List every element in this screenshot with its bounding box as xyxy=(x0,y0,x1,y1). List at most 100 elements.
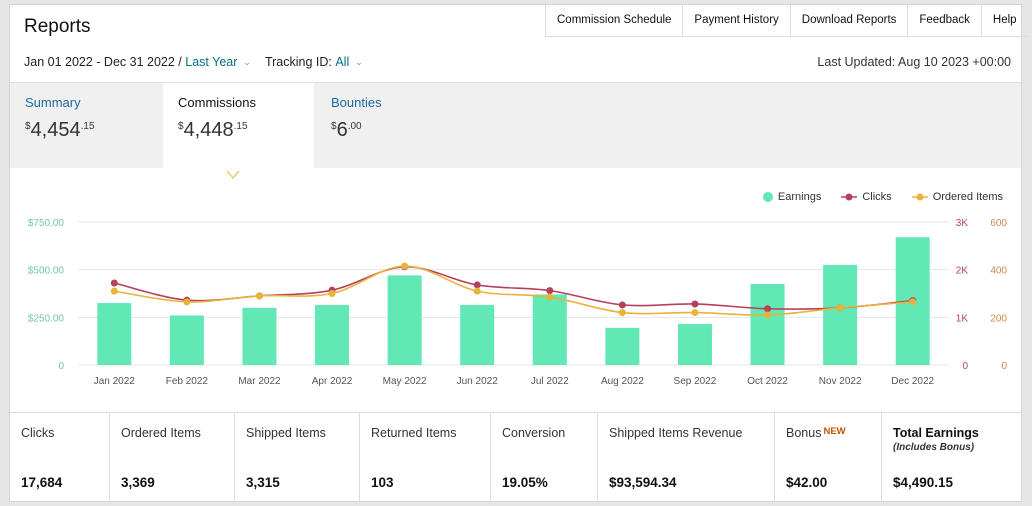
ordered-items-point xyxy=(546,293,554,301)
clicks-point xyxy=(546,287,554,295)
top-nav: Commission Schedule Payment History Down… xyxy=(545,5,1028,37)
clicks-point xyxy=(110,279,118,287)
x-tick-label: Mar 2022 xyxy=(238,376,281,387)
nav-help[interactable]: Help xyxy=(992,14,1017,26)
earnings-bar xyxy=(750,283,785,365)
tab-label: Commissions xyxy=(178,95,257,110)
nav-payment-history[interactable]: Payment History xyxy=(683,5,791,36)
earnings-bar xyxy=(532,294,567,365)
clicks-line xyxy=(114,266,913,310)
left-tick-label: $250.00 xyxy=(28,313,65,324)
earnings-bar xyxy=(242,307,277,365)
earnings-swatch-icon xyxy=(762,192,773,202)
ordered-items-line xyxy=(114,265,913,316)
tab-bounties[interactable]: Bounties $6.00 xyxy=(316,83,468,169)
ordered-items-point xyxy=(836,304,844,312)
clicks-point xyxy=(473,281,481,289)
tab-summary[interactable]: Summary $4,454.15 xyxy=(10,83,162,169)
ordered-items-point xyxy=(110,287,118,295)
filter-bar: Jan 01 2022 - Dec 31 2022 / Last Year ⌄ … xyxy=(24,55,363,69)
nav-commission-schedule[interactable]: Commission Schedule xyxy=(546,5,684,36)
stat-total-earnings: Total Earnings (Includes Bonus) $4,490.15 xyxy=(893,426,979,490)
stat-shipped-revenue: Shipped Items Revenue $93,594.34 xyxy=(598,413,775,502)
ordered-items-point xyxy=(764,311,772,319)
x-tick-label: Apr 2022 xyxy=(312,376,353,387)
stat-bonus: Bonus NEW $42.00 xyxy=(775,413,882,502)
stat-ordered-items: Ordered Items 3,369 xyxy=(110,413,235,502)
ordered-items-point xyxy=(183,298,191,306)
stat-clicks: Clicks 17,684 xyxy=(10,413,110,502)
chevron-down-icon[interactable]: ⌄ xyxy=(243,56,251,67)
earnings-bar xyxy=(677,324,712,365)
tab-amount: $4,448.15 xyxy=(178,119,248,141)
legend-clicks[interactable]: Clicks xyxy=(841,191,892,203)
stat-conversion: Conversion 19.05% xyxy=(491,413,598,502)
x-tick-label: May 2022 xyxy=(383,376,427,387)
right-tick-label-clicks: 0 xyxy=(962,361,968,372)
stats-row: Clicks 17,684 Ordered Items 3,369 Shipped … xyxy=(10,412,1021,502)
clicks-point xyxy=(691,300,699,308)
right-tick-label-orders: 400 xyxy=(990,266,1007,277)
period-dropdown[interactable]: Last Year xyxy=(185,55,238,69)
active-tab-pointer xyxy=(227,171,239,179)
clicks-point xyxy=(764,305,772,313)
clicks-swatch-icon xyxy=(841,193,858,201)
right-tick-label-clicks: 2K xyxy=(956,266,969,277)
right-tick-label-clicks: 1K xyxy=(956,313,969,324)
earnings-chart: $750.00 $500.00 $250.00 0 3K 2K 1K 0 600 400 200 0 J… xyxy=(28,218,1008,387)
reports-page: Reports Commission Schedule Payment Hist… xyxy=(9,4,1028,502)
tab-label: Bounties xyxy=(331,95,382,110)
page-title: Reports xyxy=(24,16,91,37)
ordered-items-point xyxy=(401,262,409,270)
tab-commissions[interactable]: Commissions $4,448.15 xyxy=(163,83,314,179)
last-updated: Last Updated: Aug 10 2023 +00:00 xyxy=(817,55,1011,69)
ordered-items-point xyxy=(473,287,481,295)
earnings-bar xyxy=(97,303,132,365)
left-tick-label: $500.00 xyxy=(28,266,65,277)
ordered-swatch-icon xyxy=(911,193,928,201)
earnings-bar xyxy=(460,304,495,365)
x-tick-label: Jan 2022 xyxy=(94,376,136,387)
x-tick-label: Feb 2022 xyxy=(166,376,209,387)
earnings-bar xyxy=(315,304,350,365)
legend-earnings[interactable]: Earnings xyxy=(762,191,821,203)
left-tick-label: 0 xyxy=(58,361,64,372)
ordered-items-point xyxy=(909,298,917,306)
earnings-bar xyxy=(169,315,204,365)
earnings-bar xyxy=(605,327,640,365)
legend-ordered-items[interactable]: Ordered Items xyxy=(911,191,1003,203)
x-tick-label: Aug 2022 xyxy=(601,376,644,387)
right-tick-label-orders: 600 xyxy=(990,218,1007,229)
tab-amount: $6.00 xyxy=(331,119,362,141)
tab-label: Summary xyxy=(25,95,81,110)
ordered-items-point xyxy=(691,309,699,317)
new-badge: NEW xyxy=(823,426,846,437)
summary-tabs: Summary $4,454.15 Commissions $4,448.15 … xyxy=(10,82,1021,179)
x-tick-label: Oct 2022 xyxy=(747,376,788,387)
stat-returned-items: Returned Items 103 xyxy=(360,413,491,502)
tab-amount: $4,454.15 xyxy=(25,119,95,141)
left-tick-label: $750.00 xyxy=(28,218,65,229)
right-tick-label-clicks: 3K xyxy=(956,218,969,229)
x-tick-label: Sep 2022 xyxy=(674,376,717,387)
earnings-bar xyxy=(387,275,422,365)
chevron-down-icon[interactable]: ⌄ xyxy=(355,56,363,67)
ordered-items-point xyxy=(618,309,626,317)
nav-download-reports[interactable]: Download Reports xyxy=(791,5,909,36)
nav-feedback[interactable]: Feedback xyxy=(908,5,982,36)
stat-shipped-items: Shipped Items 3,315 xyxy=(235,413,360,502)
right-tick-label-orders: 200 xyxy=(990,313,1007,324)
x-tick-label: Nov 2022 xyxy=(819,376,862,387)
date-range: Jan 01 2022 - Dec 31 2022 / xyxy=(24,55,182,69)
x-tick-label: Jul 2022 xyxy=(531,376,569,387)
earnings-bar xyxy=(823,264,858,365)
ordered-items-point xyxy=(255,292,263,300)
tracking-dropdown[interactable]: All xyxy=(335,55,350,69)
x-tick-label: Jun 2022 xyxy=(457,376,499,387)
right-tick-label-orders: 0 xyxy=(1001,361,1007,372)
ordered-items-point xyxy=(328,290,336,297)
clicks-point xyxy=(618,301,626,309)
x-tick-label: Dec 2022 xyxy=(891,376,934,387)
tracking-label: Tracking ID: xyxy=(264,55,332,69)
chart-legend: Earnings Clicks Ordered Items xyxy=(762,191,1003,203)
